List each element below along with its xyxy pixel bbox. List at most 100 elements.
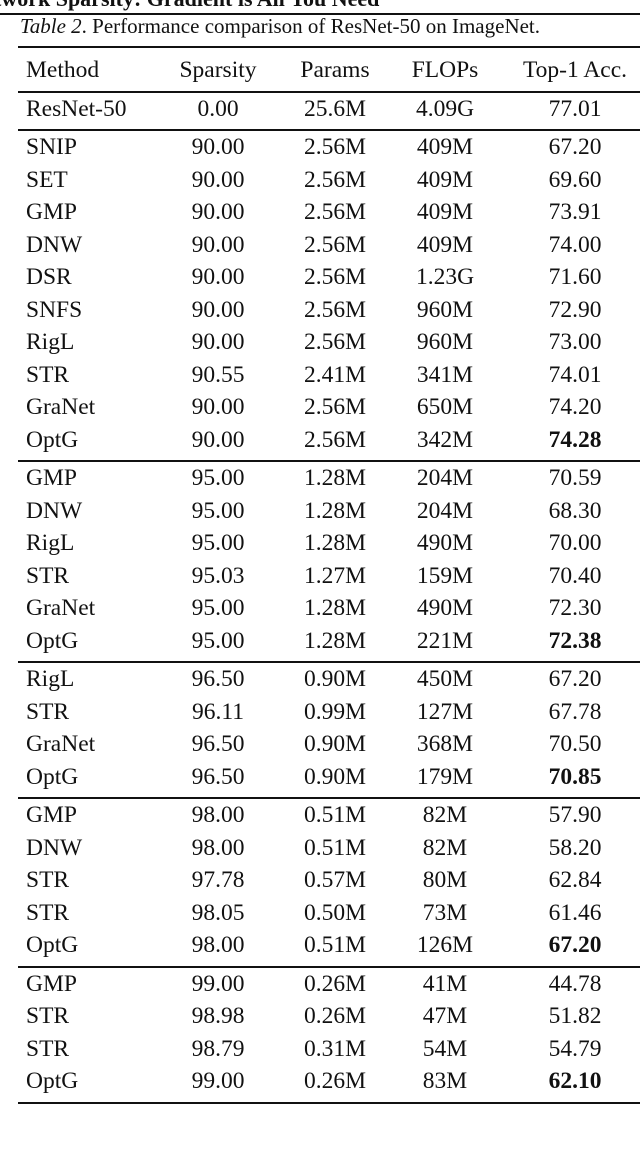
cell-flops: 159M (416, 562, 474, 589)
table-row: GraNet 96.50 0.90M 368M 70.50 (18, 728, 640, 761)
cell-method: SNIP (26, 134, 77, 160)
cell-params: 0.31M (303, 1035, 367, 1062)
table-rule (18, 661, 640, 663)
caption-label: Table 2 (20, 14, 82, 38)
cell-flops: 368M (416, 731, 474, 757)
cell-sparsity: 95.03 (191, 562, 245, 589)
cell-method: GMP (26, 802, 77, 828)
cell-top1: 73.00 (548, 329, 602, 355)
row-group: RigL 96.50 0.90M 450M 67.20 STR 96.11 0.99M 127M… (18, 663, 640, 797)
cell-flops: 73M (422, 899, 468, 926)
cell-method: STR (26, 562, 70, 589)
cell-top1: 73.91 (548, 199, 602, 225)
cell-flops: 80M (422, 867, 468, 893)
cell-method: DSR (26, 264, 72, 290)
cell-method: STR (26, 698, 70, 725)
cell-top1: 72.90 (548, 296, 602, 323)
cell-top1: 72.38 (548, 627, 602, 654)
cell-flops: 960M (416, 296, 474, 323)
table-row: GMP 95.00 1.28M 204M 70.59 (18, 462, 640, 495)
cell-params: 0.57M (303, 867, 367, 893)
cell-sparsity: 96.11 (191, 698, 245, 725)
cell-flops: 41M (422, 970, 468, 997)
cell-sparsity: 90.00 (191, 166, 245, 193)
cell-method: RigL (26, 329, 75, 355)
cell-top1: 70.00 (548, 530, 602, 556)
table-row: RigL 90.00 2.56M 960M 73.00 (18, 326, 640, 359)
table-row: RigL 95.00 1.28M 490M 70.00 (18, 527, 640, 560)
cell-params: 0.26M (303, 970, 367, 997)
cell-flops: 341M (416, 361, 474, 388)
cell-method: DNW (26, 834, 83, 861)
cell-params: 2.56M (303, 394, 367, 420)
table-row: STR 98.79 0.31M 54M 54.79 (18, 1033, 640, 1066)
cell-params: 2.56M (303, 231, 367, 258)
cell-method: GraNet (26, 394, 96, 420)
table-row: DNW 95.00 1.28M 204M 68.30 (18, 495, 640, 528)
cell-sparsity: 90.00 (191, 394, 245, 420)
cell-flops: 82M (422, 802, 468, 828)
col-flops: FLOPs (411, 57, 479, 83)
cell-flops: 450M (416, 666, 474, 692)
col-top1: Top-1 Acc. (522, 57, 628, 83)
cell-params: 2.41M (303, 361, 367, 388)
cell-params: 1.28M (303, 465, 367, 491)
cell-sparsity: 90.00 (191, 231, 245, 258)
cell-flops: 83M (422, 1068, 468, 1094)
cell-method: OptG (26, 932, 79, 958)
cell-method: STR (26, 899, 70, 926)
cell-top1: 62.10 (548, 1068, 602, 1094)
cell-params: 25.6M (303, 95, 367, 122)
col-params: Params (300, 57, 370, 83)
cell-sparsity: 90.00 (191, 329, 245, 355)
table-row: OptG 99.00 0.26M 83M 62.10 (18, 1065, 640, 1098)
table-rule (18, 90, 640, 93)
cell-sparsity: 98.79 (191, 1035, 245, 1062)
table-row: ResNet-50 0.00 25.6M 4.09G 77.01 (18, 93, 640, 126)
cell-method: DNW (26, 231, 83, 258)
table-row: DNW 98.00 0.51M 82M 58.20 (18, 832, 640, 865)
table-row: GMP 99.00 0.26M 41M 44.78 (18, 968, 640, 1001)
table-bottom-rule (18, 1101, 640, 1104)
cell-sparsity: 90.00 (191, 134, 245, 160)
table-rule (18, 965, 640, 968)
cell-params: 2.56M (303, 199, 367, 225)
cell-top1: 62.84 (548, 867, 602, 893)
cell-method: SET (26, 166, 68, 193)
cell-method: RigL (26, 666, 75, 692)
table-row: STR 98.05 0.50M 73M 61.46 (18, 897, 640, 930)
row-group: ResNet-50 0.00 25.6M 4.09G 77.01 (18, 93, 640, 130)
cell-sparsity: 96.50 (191, 666, 245, 692)
cell-top1: 61.46 (548, 899, 602, 926)
cell-method: DNW (26, 497, 83, 524)
cell-sparsity: 96.50 (191, 731, 245, 757)
cell-sparsity: 98.98 (191, 1003, 245, 1029)
cell-flops: 490M (416, 595, 474, 621)
cell-top1: 74.28 (548, 426, 602, 453)
cell-top1: 44.78 (548, 970, 602, 997)
cell-params: 0.26M (303, 1003, 367, 1029)
cell-flops: 342M (416, 426, 474, 453)
cell-top1: 74.20 (548, 394, 602, 420)
table-rule (18, 460, 640, 462)
cell-flops: 47M (422, 1003, 468, 1029)
cell-params: 1.28M (303, 497, 367, 524)
cell-top1: 67.20 (548, 666, 602, 692)
cell-sparsity: 98.05 (191, 899, 245, 926)
cell-method: STR (26, 1035, 70, 1062)
cell-params: 1.28M (303, 627, 367, 654)
cell-top1: 74.00 (548, 231, 602, 258)
cell-top1: 72.30 (548, 595, 602, 621)
cell-params: 0.51M (303, 834, 367, 861)
cell-params: 2.56M (303, 166, 367, 193)
cell-sparsity: 95.00 (191, 465, 245, 491)
row-group: GMP 99.00 0.26M 41M 44.78 STR 98.98 0.26M 47M 51.… (18, 968, 640, 1102)
cell-sparsity: 98.00 (191, 802, 245, 828)
table-row: OptG 98.00 0.51M 126M 67.20 (18, 929, 640, 962)
cell-params: 0.51M (303, 932, 367, 958)
cell-flops: 4.09G (415, 95, 475, 122)
table-row: GMP 90.00 2.56M 409M 73.91 (18, 196, 640, 229)
cell-top1: 69.60 (548, 166, 602, 193)
cell-sparsity: 97.78 (191, 867, 245, 893)
